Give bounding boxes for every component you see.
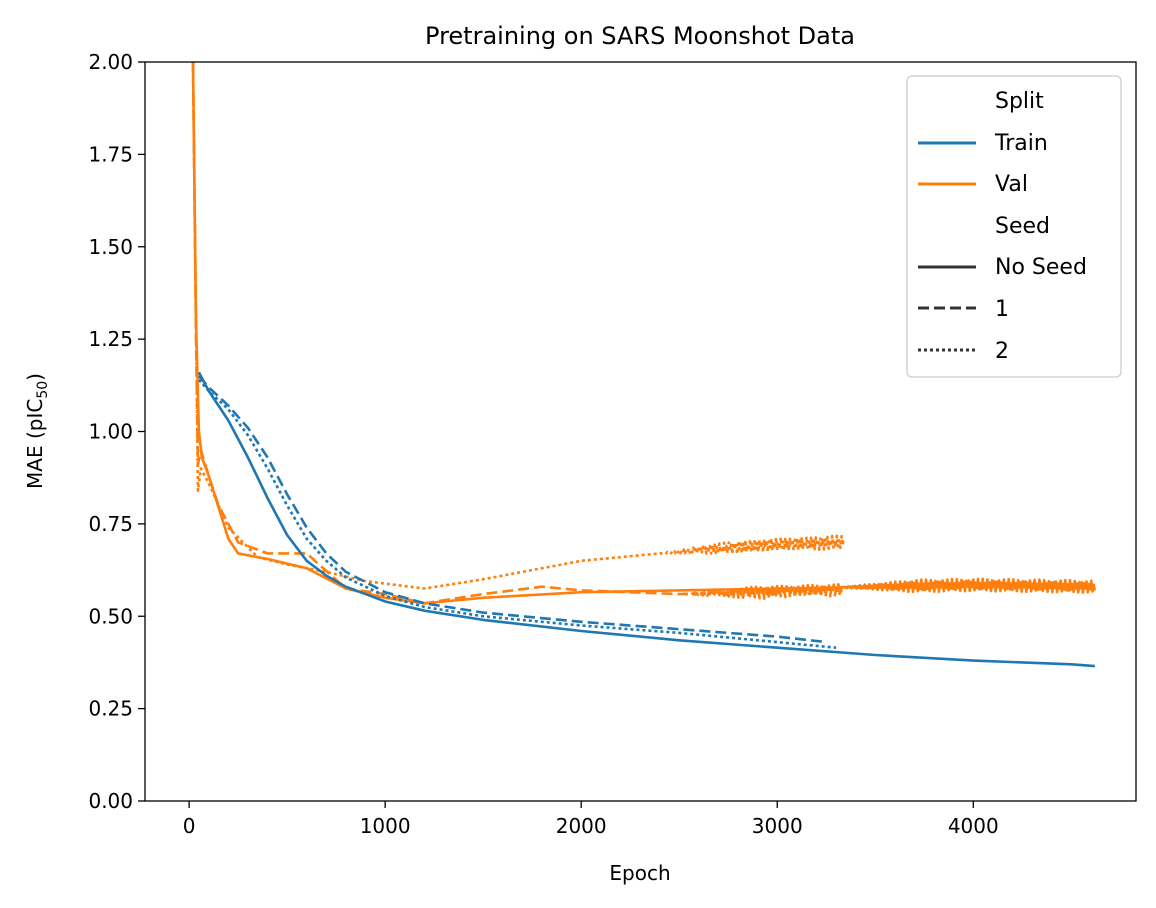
y-tick-label: 1.75 xyxy=(88,142,133,166)
y-tick-label: 1.00 xyxy=(88,420,133,444)
legend-seed2-label: 2 xyxy=(995,339,1009,364)
series-line-train-seed-no-seed xyxy=(197,371,1095,668)
y-tick-label: 1.50 xyxy=(88,235,133,259)
y-axis-label-main: MAE (pIC xyxy=(23,399,47,489)
legend-val-label: Val xyxy=(995,172,1028,197)
x-axis-label: Epoch xyxy=(609,861,670,885)
series-layer xyxy=(191,62,1097,668)
x-tick-label: 1000 xyxy=(360,814,411,838)
legend: Split Train Val Seed No Seed 1 2 xyxy=(906,75,1122,378)
legend-no-seed-label: No Seed xyxy=(995,255,1087,280)
x-tick-label: 3000 xyxy=(752,814,803,838)
legend-train-label: Train xyxy=(994,131,1048,156)
y-tick-label: 0.25 xyxy=(88,697,133,721)
legend-seed1-label: 1 xyxy=(995,297,1009,322)
y-axis-label-close: ) xyxy=(23,373,47,381)
y-axis-label-subscript: 50 xyxy=(35,381,51,399)
x-tick-label: 2000 xyxy=(556,814,607,838)
legend-box xyxy=(906,75,1122,378)
y-tick-label: 0.50 xyxy=(88,604,133,628)
y-axis-label: MAE (pIC50) xyxy=(23,373,51,489)
series-line-train-seed-2 xyxy=(197,378,837,649)
series-line-train-seed-1 xyxy=(197,375,827,644)
x-axis: 0 1000 2000 3000 4000 xyxy=(183,801,999,838)
y-tick-label: 0.75 xyxy=(88,512,133,536)
x-tick-label: 0 xyxy=(183,814,196,838)
legend-seed-title: Seed xyxy=(995,214,1050,239)
y-axis: 0.00 0.25 0.50 0.75 1.00 1.25 1.50 1.75 2.00 xyxy=(88,50,145,813)
x-tick-label: 4000 xyxy=(948,814,999,838)
y-tick-label: 1.25 xyxy=(88,327,133,351)
chart-title: Pretraining on SARS Moonshot Data xyxy=(425,22,855,50)
legend-split-title: Split xyxy=(995,89,1044,114)
y-tick-label: 0.00 xyxy=(88,789,133,813)
series-line-val-seed-no-seed xyxy=(191,62,1097,605)
y-tick-label: 2.00 xyxy=(88,50,133,74)
series-line-val-seed-1 xyxy=(191,62,844,605)
series-line-val-seed-2 xyxy=(191,62,846,590)
